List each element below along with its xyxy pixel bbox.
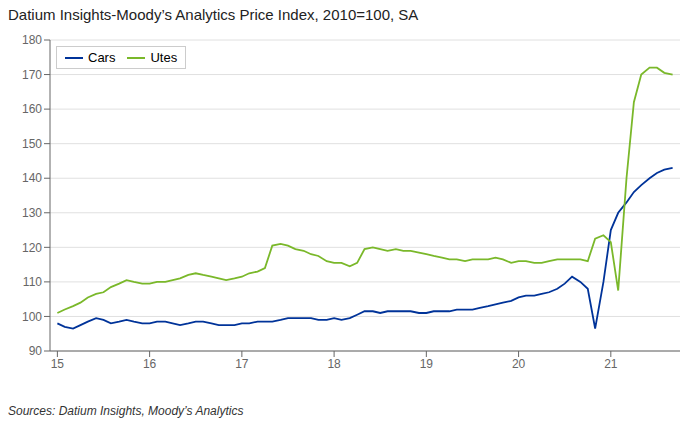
svg-text:170: 170 bbox=[22, 68, 42, 82]
svg-text:20: 20 bbox=[512, 357, 526, 371]
svg-text:150: 150 bbox=[22, 137, 42, 151]
html-text:Datium Insights-Moody’s Analyt: Datium Insights-Moody’s Analytics Price … bbox=[8, 6, 419, 23]
svg-text:16: 16 bbox=[143, 357, 157, 371]
svg-text:17: 17 bbox=[235, 357, 249, 371]
svg-text:18: 18 bbox=[327, 357, 341, 371]
html-text:Cars: Cars bbox=[88, 50, 116, 65]
svg-text:160: 160 bbox=[22, 102, 42, 116]
svg-text:90: 90 bbox=[29, 344, 43, 358]
svg-text:120: 120 bbox=[22, 241, 42, 255]
svg-text:140: 140 bbox=[22, 171, 42, 185]
html-text:Sources: Datium Insights, Mood: Sources: Datium Insights, Moody’s Analyt… bbox=[8, 404, 244, 418]
svg-text:180: 180 bbox=[22, 33, 42, 47]
svg-text:110: 110 bbox=[23, 275, 42, 289]
svg-text:21: 21 bbox=[604, 357, 618, 371]
html-text:Utes: Utes bbox=[150, 50, 178, 65]
svg-text:130: 130 bbox=[22, 206, 42, 220]
svg-text:100: 100 bbox=[22, 310, 42, 324]
svg-text:19: 19 bbox=[420, 357, 434, 371]
svg-text:15: 15 bbox=[51, 357, 65, 371]
